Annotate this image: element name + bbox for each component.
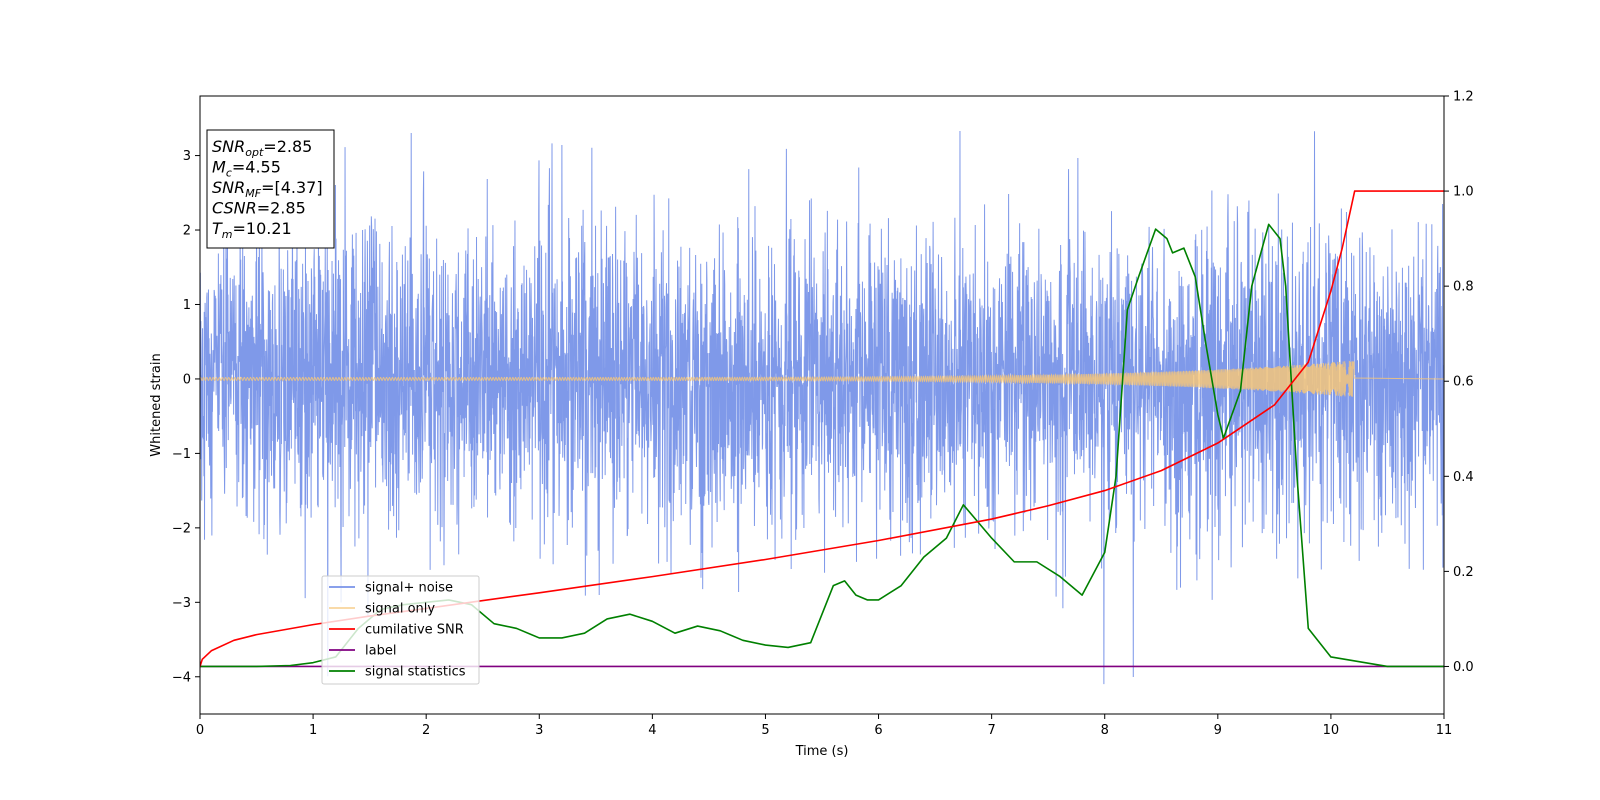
right-y-tick-label: 0.2	[1453, 565, 1474, 580]
x-tick-label: 9	[1214, 723, 1222, 738]
annotation-line: Tm=10.21	[212, 219, 292, 241]
legend-label: signal statistics	[365, 665, 466, 680]
legend-frame	[321, 575, 480, 685]
x-tick-label: 2	[422, 723, 430, 738]
x-tick-label: 8	[1101, 723, 1109, 738]
right-y-tick-label: 0.6	[1453, 375, 1474, 390]
legend-label: label	[365, 644, 396, 659]
x-axis-label: Time (s)	[795, 744, 849, 759]
y-axis-label: Whitened strain	[149, 353, 164, 456]
x-tick-label: 1	[309, 723, 317, 738]
right-y-tick-label: 0.4	[1453, 470, 1474, 485]
series-cumulative-snr	[200, 190, 1444, 667]
legend: signal+ noise signal only cumilative SNR la…	[321, 575, 480, 685]
legend-label: signal+ noise	[365, 581, 453, 596]
right-y-tick-label: 1.2	[1453, 90, 1474, 105]
signal-plus-noise-layer	[200, 131, 1444, 685]
legend-label: cumilative SNR	[365, 623, 464, 638]
legend-label: signal only	[365, 602, 435, 617]
right-y-axis-ticks: 0.0 0.2 0.4 0.6 0.8 1.0 1.2	[1444, 90, 1474, 675]
annotation-line: SNRopt=2.85	[212, 137, 312, 159]
x-tick-label: 4	[648, 723, 656, 738]
left-y-tick-label: 3	[183, 149, 191, 164]
left-y-axis-ticks: −4 −3 −2 −1 0 1 2 3	[172, 149, 200, 685]
right-y-tick-label: 0.8	[1453, 280, 1474, 295]
annotation-line: CSNR=2.85	[212, 199, 306, 218]
series-signal-only	[200, 360, 1444, 397]
x-tick-label: 0	[196, 723, 204, 738]
left-y-tick-label: −4	[172, 670, 191, 685]
x-tick-label: 11	[1436, 723, 1453, 738]
right-y-tick-label: 0.0	[1453, 660, 1474, 675]
annotation-frame	[206, 129, 335, 249]
x-tick-label: 7	[987, 723, 995, 738]
left-y-tick-label: 2	[183, 224, 191, 239]
signal-only-layer	[200, 360, 1444, 397]
x-tick-label: 10	[1323, 723, 1340, 738]
plot-frame	[199, 95, 1445, 715]
series-signal-plus-noise	[200, 131, 1444, 685]
annotation-line: Mc=4.55	[212, 158, 281, 180]
left-y-tick-label: −1	[172, 447, 191, 462]
annotation-box: SNRopt=2.85Mc=4.55SNRMF=[4.37]CSNR=2.85T…	[206, 129, 335, 249]
left-y-tick-label: −3	[172, 596, 191, 611]
x-tick-label: 3	[535, 723, 543, 738]
right-y-tick-label: 1.0	[1453, 185, 1474, 200]
left-y-tick-label: 1	[183, 298, 191, 313]
x-tick-label: 6	[874, 723, 882, 738]
left-y-tick-label: −2	[172, 521, 191, 536]
x-tick-label: 5	[761, 723, 769, 738]
x-axis-ticks: 0 1 2 3 4 5 6 7 8 9 10 11	[196, 714, 1452, 738]
left-y-tick-label: 0	[183, 372, 191, 387]
annotation-line: SNRMF=[4.37]	[212, 178, 323, 200]
